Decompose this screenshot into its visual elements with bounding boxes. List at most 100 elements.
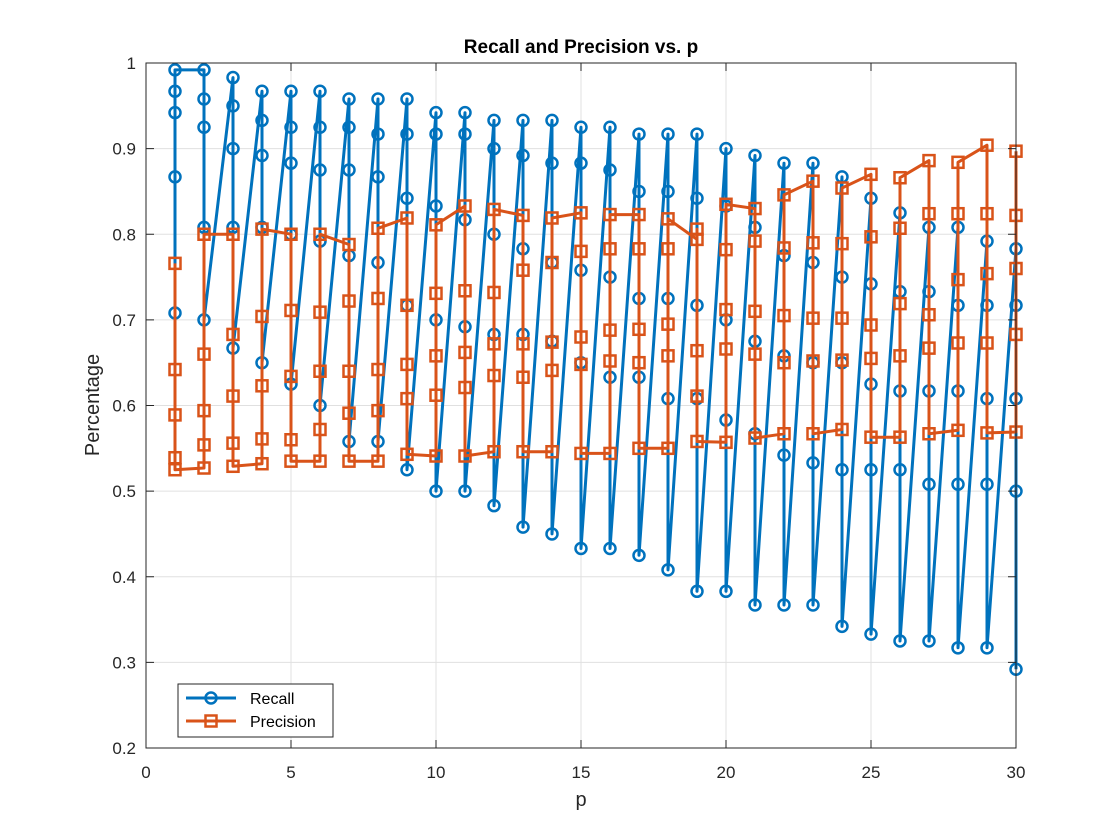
precision-point xyxy=(371,403,385,418)
precision-point xyxy=(835,236,849,251)
precision-point xyxy=(603,446,617,461)
recall-point xyxy=(719,141,733,156)
precision-point xyxy=(226,436,240,450)
recall-point xyxy=(516,148,530,163)
precision-point xyxy=(690,389,704,403)
recall-point xyxy=(342,163,356,177)
precision-point xyxy=(429,388,443,402)
precision-point xyxy=(574,446,588,461)
recall-point xyxy=(603,163,617,177)
recall-point xyxy=(777,156,791,170)
recall-point xyxy=(951,641,965,655)
legend-item-recall: Recall xyxy=(186,691,294,708)
precision-point xyxy=(661,242,675,256)
y-tick-label: 0.7 xyxy=(112,311,136,330)
precision-point xyxy=(487,368,501,383)
precision-point xyxy=(487,202,501,217)
recall-point xyxy=(864,462,878,477)
recall-point xyxy=(487,498,501,513)
precision-point xyxy=(719,197,733,212)
precision-point xyxy=(168,408,182,422)
precision-point xyxy=(516,370,530,384)
precision-point xyxy=(284,433,298,447)
precision-point xyxy=(313,454,327,468)
legend-precision-label: Precision xyxy=(250,714,316,731)
precision-point xyxy=(458,345,472,360)
precision-point xyxy=(980,138,994,152)
recall-point xyxy=(516,113,530,128)
recall-point xyxy=(255,113,269,128)
y-tick-label: 0.3 xyxy=(112,653,136,672)
precision-point xyxy=(516,337,530,351)
precision-point xyxy=(429,218,443,232)
precision-point xyxy=(197,461,211,475)
y-tick-label: 0.2 xyxy=(112,739,136,758)
recall-point xyxy=(400,191,414,206)
recall-point xyxy=(197,120,211,134)
precision-point xyxy=(806,427,820,441)
precision-point xyxy=(545,363,559,378)
precision-point xyxy=(690,222,704,236)
precision-point xyxy=(777,188,791,202)
precision-point xyxy=(255,379,269,393)
recall-point xyxy=(168,84,182,99)
recall-point xyxy=(603,120,617,134)
recall-point xyxy=(893,462,907,477)
precision-point xyxy=(516,444,530,459)
precision-point xyxy=(980,266,994,281)
precision-point xyxy=(313,305,327,319)
precision-point xyxy=(748,347,762,361)
x-axis-label: p xyxy=(575,789,586,811)
legend-recall-marker-icon xyxy=(204,691,218,705)
recall-point xyxy=(516,520,530,534)
precision-point xyxy=(545,211,559,225)
recall-point xyxy=(690,584,704,599)
recall-point xyxy=(690,191,704,206)
precision-point xyxy=(951,336,965,350)
precision-point xyxy=(429,349,443,363)
x-tick-label: 15 xyxy=(572,763,591,782)
precision-point xyxy=(661,212,675,226)
precision-point xyxy=(748,304,762,319)
recall-point xyxy=(777,448,791,462)
recall-point xyxy=(400,127,414,141)
precision-point xyxy=(313,364,327,378)
precision-point xyxy=(661,349,675,363)
precision-point xyxy=(603,354,617,368)
precision-point xyxy=(632,207,646,222)
precision-point xyxy=(835,181,849,195)
series-recall xyxy=(168,63,1023,676)
ticks: 0 5 10 15 20 25 30 0.2 0.3 0.4 0.5 0.6 0.7 0.8 0.9 1 xyxy=(112,54,1025,782)
series-recall-line xyxy=(173,68,1018,670)
recall-point xyxy=(632,127,646,141)
recall-point xyxy=(487,141,501,156)
precision-point xyxy=(487,337,501,351)
precision-point xyxy=(458,199,472,213)
precision-point xyxy=(342,237,356,252)
precision-point xyxy=(777,308,791,323)
precision-point xyxy=(980,426,994,440)
precision-point xyxy=(458,449,472,463)
precision-point xyxy=(371,362,385,377)
recall-point xyxy=(197,63,211,77)
recall-point xyxy=(313,84,327,99)
recall-point xyxy=(400,92,414,106)
precision-point xyxy=(574,244,588,259)
precision-point xyxy=(777,355,791,370)
precision-point xyxy=(574,206,588,220)
precision-point xyxy=(226,227,240,241)
precision-point xyxy=(864,230,878,244)
x-tick-label: 20 xyxy=(717,763,736,782)
y-tick-label: 0.4 xyxy=(112,568,136,587)
precision-point xyxy=(632,441,646,456)
precision-point xyxy=(516,263,530,277)
recall-point xyxy=(748,598,762,612)
precision-point xyxy=(835,353,849,367)
precision-point xyxy=(632,242,646,256)
precision-point xyxy=(603,242,617,256)
precision-point xyxy=(487,285,501,300)
recall-point xyxy=(922,634,936,648)
precision-point xyxy=(632,355,646,370)
precision-point xyxy=(951,423,965,438)
recall-point xyxy=(255,148,269,163)
